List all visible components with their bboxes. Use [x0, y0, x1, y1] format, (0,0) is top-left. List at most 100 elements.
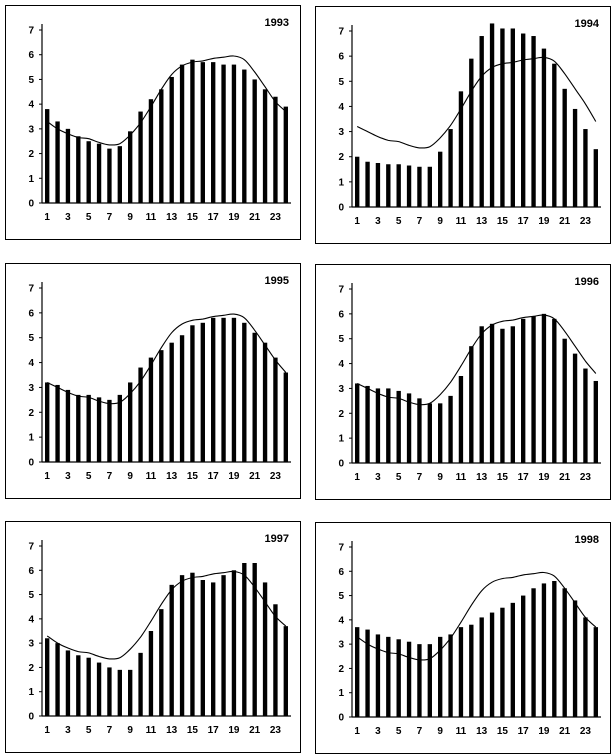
y-tick-label: 2 — [338, 409, 344, 420]
bar — [252, 79, 257, 203]
y-tick-label: 3 — [28, 383, 34, 394]
bar — [148, 357, 154, 462]
bar — [355, 627, 360, 717]
bar — [531, 316, 536, 463]
panel-border — [5, 5, 301, 240]
y-tick-label: 6 — [28, 50, 34, 61]
bar — [96, 397, 102, 462]
bar — [552, 581, 557, 717]
chart-title: 1997 — [265, 533, 289, 545]
bar — [179, 335, 185, 462]
bar — [96, 143, 102, 203]
bar — [510, 28, 515, 207]
bar — [427, 644, 432, 717]
bar — [479, 326, 484, 463]
x-tick-label: 5 — [86, 725, 92, 736]
series-line — [46, 55, 287, 146]
bar — [65, 389, 71, 462]
x-tick-label: 15 — [187, 725, 199, 736]
bar — [86, 394, 91, 462]
bar — [96, 662, 102, 716]
x-tick-label: 21 — [249, 725, 261, 736]
x-tick-label: 11 — [146, 471, 157, 482]
bar — [406, 165, 412, 207]
x-tick-label: 17 — [518, 726, 530, 737]
x-tick-label: 9 — [127, 471, 133, 482]
panel-border — [5, 263, 301, 499]
bar — [76, 394, 81, 462]
bar — [489, 323, 495, 463]
bar — [427, 403, 432, 463]
bar — [489, 23, 495, 208]
x-tick-label: 7 — [107, 212, 113, 223]
y-tick-label: 4 — [338, 615, 344, 626]
bar — [200, 322, 205, 462]
x-tick-label: 17 — [208, 212, 220, 223]
y-tick-label: 1 — [28, 687, 34, 698]
x-tick-label: 5 — [396, 472, 402, 483]
bar — [593, 149, 598, 207]
bar — [76, 655, 81, 716]
x-tick-label: 15 — [187, 471, 199, 482]
x-tick-label: 7 — [417, 216, 423, 227]
bar — [386, 164, 391, 207]
bar — [45, 109, 50, 203]
bar — [221, 575, 226, 716]
x-tick-label: 7 — [417, 472, 423, 483]
y-tick-label: 6 — [338, 52, 344, 63]
y-tick-label: 5 — [28, 75, 34, 86]
x-tick-label: 5 — [86, 212, 92, 223]
chart-title: 1996 — [575, 276, 599, 288]
x-tick-label: 1 — [44, 471, 50, 482]
x-tick-label: 11 — [456, 216, 467, 227]
bar — [521, 595, 526, 717]
bar — [572, 600, 578, 717]
bar — [252, 563, 257, 716]
panel-border — [315, 522, 611, 754]
y-tick-label: 2 — [28, 663, 34, 674]
bar — [448, 129, 453, 207]
bar — [283, 372, 288, 462]
bar — [231, 317, 237, 462]
bar — [583, 368, 588, 463]
bar — [583, 617, 588, 717]
x-tick-label: 3 — [375, 216, 381, 227]
x-tick-label: 13 — [476, 472, 488, 483]
y-tick-label: 7 — [338, 285, 344, 296]
x-tick-label: 23 — [270, 471, 282, 482]
x-tick-label: 17 — [518, 472, 530, 483]
bar — [531, 588, 536, 717]
bar — [572, 353, 578, 463]
bar — [159, 350, 164, 462]
bar — [211, 62, 216, 203]
bar — [521, 318, 526, 463]
bar — [355, 156, 360, 207]
y-tick-label: 5 — [28, 333, 34, 344]
y-tick-label: 0 — [28, 712, 34, 723]
y-tick-label: 6 — [28, 308, 34, 319]
bar — [531, 36, 536, 208]
bar — [86, 657, 91, 716]
x-tick-label: 3 — [65, 471, 71, 482]
bar — [148, 99, 154, 203]
y-tick-label: 7 — [338, 543, 344, 554]
x-tick-label: 19 — [538, 472, 550, 483]
y-tick-label: 4 — [28, 100, 34, 111]
x-tick-label: 9 — [437, 472, 443, 483]
y-tick-label: 0 — [338, 203, 344, 214]
bar — [489, 612, 495, 717]
x-tick-label: 15 — [187, 212, 199, 223]
y-tick-label: 5 — [338, 77, 344, 88]
bar — [242, 563, 247, 716]
x-tick-label: 13 — [476, 216, 488, 227]
series-line — [46, 570, 287, 660]
bar — [479, 36, 484, 208]
y-tick-label: 0 — [28, 458, 34, 469]
bar — [583, 129, 588, 207]
bar — [242, 322, 247, 462]
x-tick-label: 23 — [270, 725, 282, 736]
y-tick-label: 5 — [338, 591, 344, 602]
y-tick-label: 2 — [28, 149, 34, 160]
bar — [55, 384, 60, 462]
